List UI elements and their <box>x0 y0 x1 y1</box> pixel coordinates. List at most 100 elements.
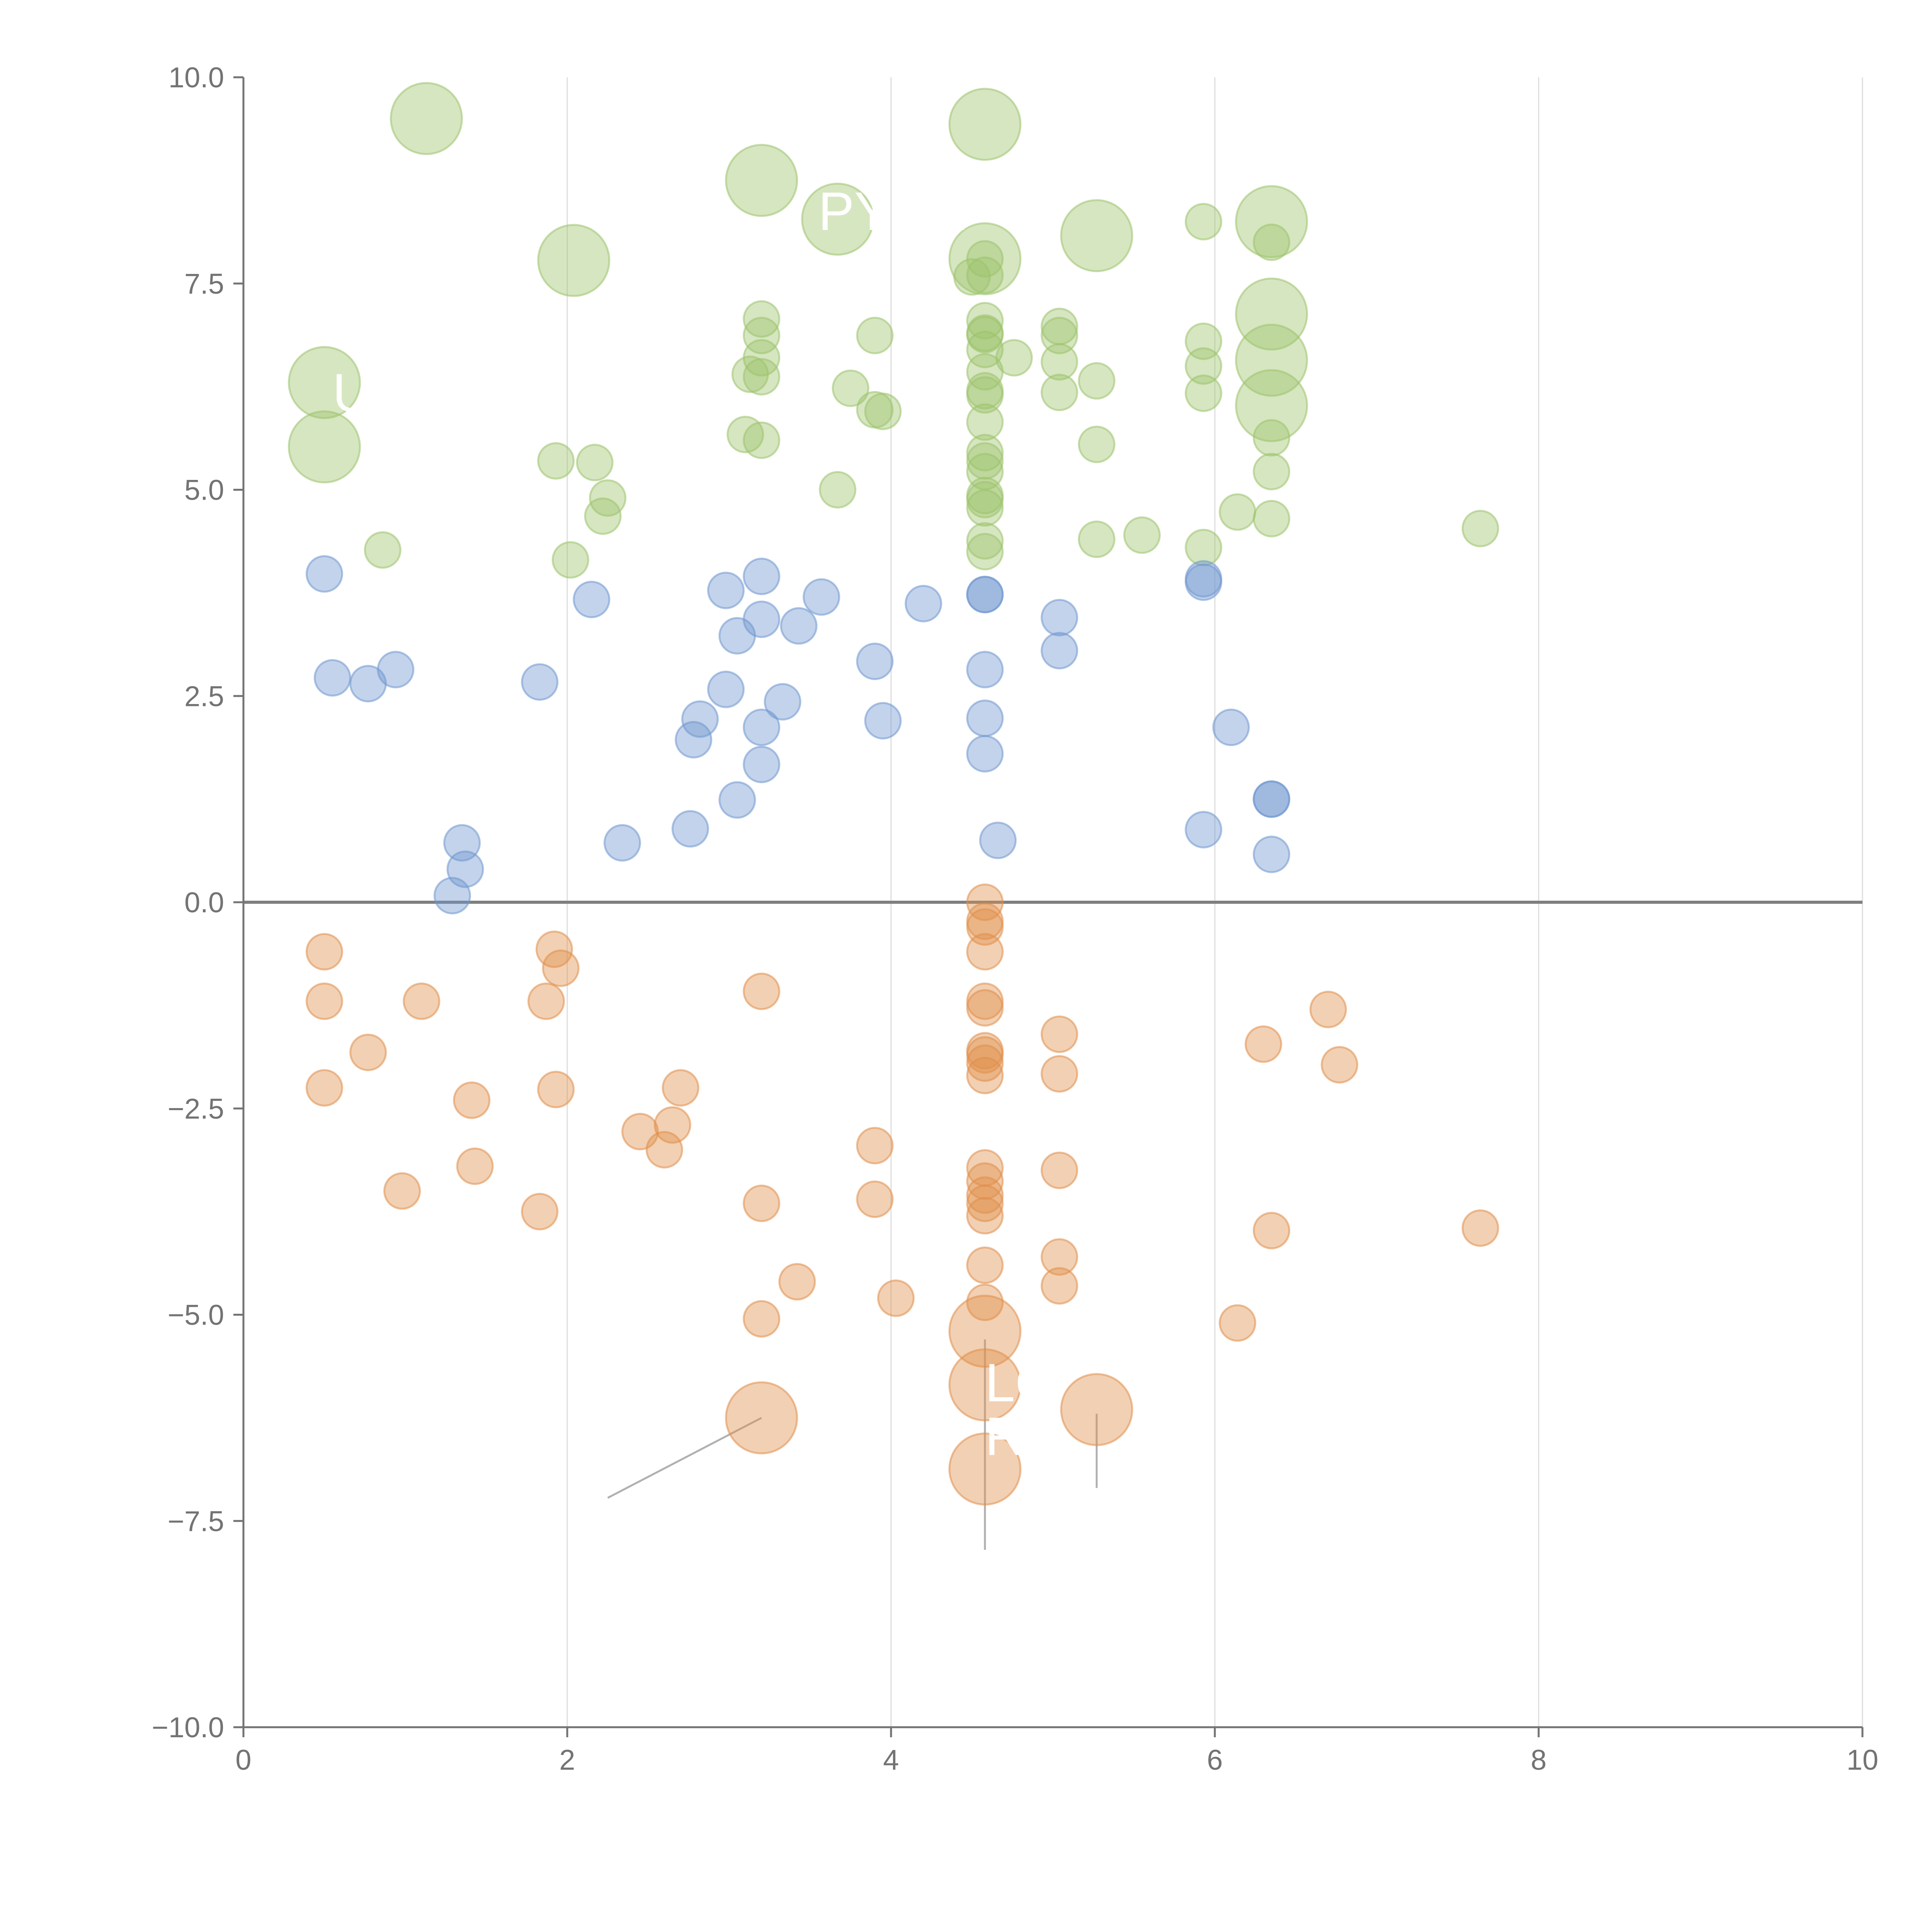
data-point-green <box>966 240 1004 278</box>
data-point-orange <box>743 973 781 1010</box>
data-point-green <box>364 531 401 569</box>
data-point-large-green <box>1235 277 1308 351</box>
data-point-blue <box>966 651 1004 689</box>
y-tick-label: 10.0 <box>168 61 224 94</box>
data-point-orange <box>662 1069 699 1107</box>
data-point-blue <box>966 576 1004 614</box>
data-point-large-orange <box>1060 1373 1133 1446</box>
data-point-blue <box>1212 708 1250 746</box>
data-point-green <box>1253 453 1291 491</box>
y-tick-label: 2.5 <box>184 680 224 712</box>
x-tick-label: 10 <box>1847 1744 1878 1776</box>
data-point-blue <box>603 824 641 862</box>
data-point-orange <box>966 1283 1004 1321</box>
data-point-blue <box>856 643 894 680</box>
data-point-blue <box>313 659 351 697</box>
data-point-blue <box>743 745 781 783</box>
data-point-blue <box>1253 835 1291 873</box>
data-points <box>288 82 1499 1506</box>
data-point-orange <box>966 1036 1004 1074</box>
x-tick-label: 8 <box>1531 1744 1546 1776</box>
data-point-orange <box>966 933 1004 971</box>
data-point-large-green <box>725 144 798 217</box>
data-point-green <box>576 444 614 481</box>
data-point-orange <box>383 1172 421 1210</box>
data-point-orange <box>349 1034 387 1071</box>
y-tick-label: −10.0 <box>152 1711 224 1743</box>
data-point-large-orange <box>948 1294 1022 1368</box>
data-point-green <box>1041 374 1078 412</box>
data-point-orange <box>966 1246 1004 1284</box>
data-point-green <box>1185 374 1223 412</box>
data-point-green <box>1253 223 1291 261</box>
data-point-green <box>1123 516 1161 554</box>
data-point-orange <box>453 1081 491 1119</box>
data-point-orange <box>966 1056 1004 1094</box>
data-point-orange <box>1219 1304 1257 1342</box>
data-point-blue <box>707 670 745 708</box>
data-point-orange <box>877 1279 915 1317</box>
data-point-orange <box>403 982 440 1020</box>
data-point-orange <box>856 1127 894 1165</box>
data-point-green <box>966 481 1004 519</box>
data-point-blue <box>743 558 781 595</box>
data-point-blue <box>1253 780 1291 818</box>
data-point-green <box>864 393 902 430</box>
point-label: LC <box>985 1352 1054 1413</box>
data-point-green <box>1253 419 1291 457</box>
data-point-blue <box>966 735 1004 773</box>
data-point-large-green <box>1235 185 1308 259</box>
data-point-large-green <box>288 410 361 483</box>
y-tick-label: 5.0 <box>184 474 224 506</box>
data-point-green <box>832 369 869 407</box>
data-point-orange <box>1041 1055 1078 1093</box>
data-point-blue <box>979 821 1017 859</box>
data-point-green <box>1219 493 1257 531</box>
data-point-orange <box>966 1044 1004 1082</box>
data-point-green <box>1078 362 1116 400</box>
data-point-orange <box>306 982 343 1020</box>
data-point-orange <box>1041 1015 1078 1053</box>
x-tick-label: 6 <box>1207 1744 1223 1776</box>
data-point-green <box>743 421 781 459</box>
data-point-blue <box>306 555 343 593</box>
data-point-blue <box>743 708 781 746</box>
data-point-blue <box>966 699 1004 737</box>
data-point-large-green <box>1060 199 1133 272</box>
x-tick-label: 0 <box>235 1744 251 1776</box>
x-tick-label: 2 <box>559 1744 575 1776</box>
data-point-blue <box>573 580 611 618</box>
data-point-orange <box>966 989 1004 1027</box>
data-point-green <box>743 339 781 377</box>
data-point-large-orange <box>948 1348 1022 1422</box>
data-point-orange <box>743 1300 781 1338</box>
point-label: U <box>332 362 371 423</box>
data-point-orange <box>527 982 565 1020</box>
data-point-blue <box>671 810 709 848</box>
data-point-orange <box>645 1131 683 1168</box>
data-point-blue <box>446 850 484 888</box>
data-point-green <box>1185 347 1223 385</box>
data-point-green <box>1041 316 1078 354</box>
data-point-large-green <box>1235 323 1308 397</box>
data-point-orange <box>1461 1209 1499 1247</box>
data-point-green <box>1078 425 1116 463</box>
y-tick-label: 7.5 <box>184 268 224 300</box>
data-point-green <box>966 533 1004 571</box>
data-point-green <box>584 497 622 535</box>
y-tick-label: 0.0 <box>184 886 224 918</box>
data-point-large-green <box>1235 369 1308 442</box>
data-point-green <box>819 471 857 509</box>
data-point-large-green <box>537 224 611 297</box>
data-point-green <box>966 376 1004 414</box>
data-point-blue <box>803 578 840 616</box>
data-point-orange <box>856 1180 894 1218</box>
data-point-green <box>966 256 1004 294</box>
data-point-large-green <box>948 222 1022 296</box>
data-point-blue <box>1185 811 1223 849</box>
data-point-orange <box>521 1193 559 1231</box>
data-point-blue <box>521 663 559 701</box>
data-point-green <box>966 434 1004 471</box>
data-point-large-green <box>288 346 361 419</box>
